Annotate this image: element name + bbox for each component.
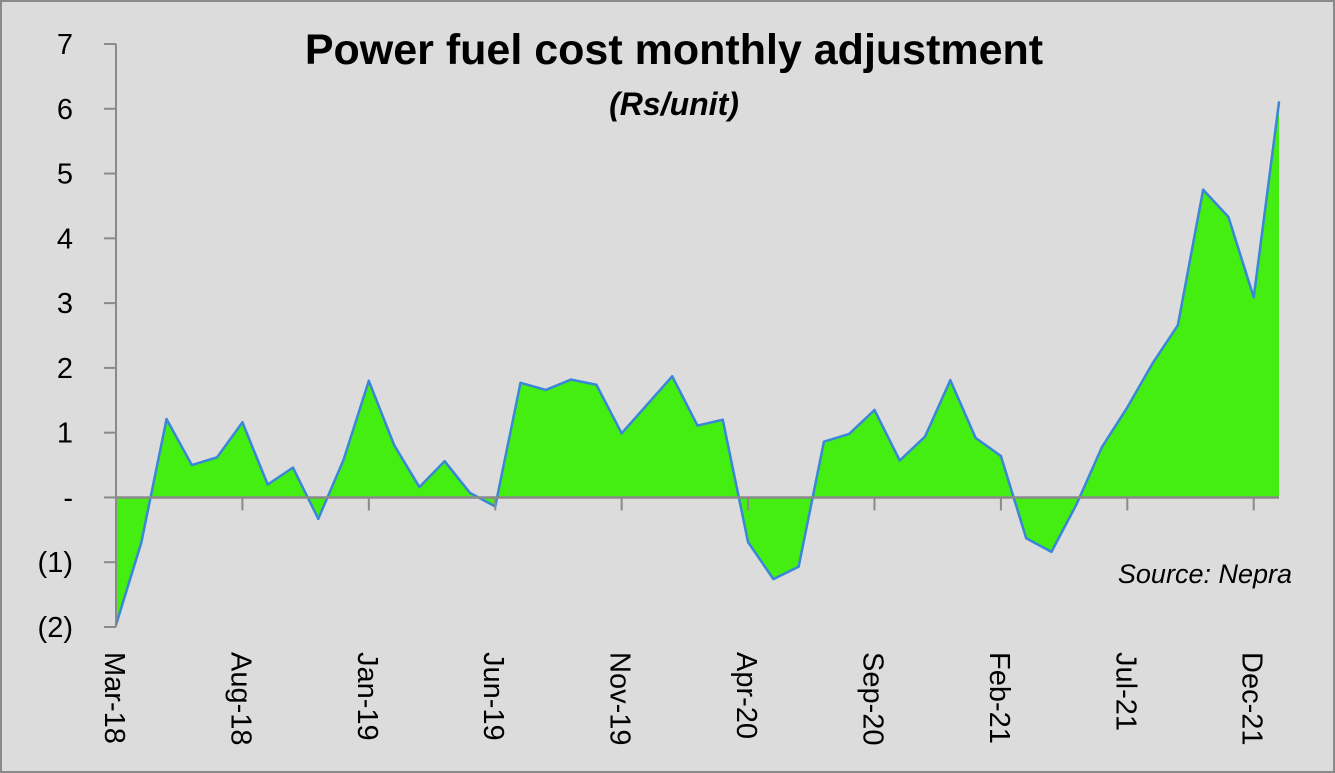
data-point: [165, 417, 168, 421]
data-point: [822, 440, 826, 443]
data-point: [1227, 215, 1230, 219]
data-point: [190, 463, 194, 467]
data-point: [797, 565, 800, 568]
x-tick-label: Apr-20: [730, 652, 762, 739]
x-tick-label: Sep-20: [856, 652, 888, 746]
y-tick-label: 6: [57, 94, 73, 126]
data-point: [645, 403, 649, 407]
data-point: [140, 541, 143, 544]
data-point: [923, 435, 927, 438]
chart-title: Power fuel cost monthly adjustment: [305, 26, 1043, 74]
data-point: [342, 458, 345, 462]
chart-subtitle: (Rs/unit): [609, 86, 739, 122]
data-point: [1075, 502, 1078, 506]
data-point: [1100, 445, 1104, 449]
data-point: [620, 432, 623, 435]
data-point: [1176, 323, 1180, 327]
y-axis-ticks: 7 6 5 4 3 2 1 - (1) (2): [38, 29, 116, 644]
data-point: [1126, 406, 1129, 409]
data-point: [569, 378, 573, 381]
data-point: [1151, 362, 1154, 365]
x-axis-ticks: Mar-18 Aug-18 Jan-19 Jun-19 Nov-19 Apr-20 Sep-…: [98, 497, 1268, 746]
data-point: [671, 375, 674, 378]
source-note: Source: Nepra: [1118, 559, 1292, 589]
data-point: [847, 432, 851, 436]
area-layer: [114, 101, 1281, 627]
data-point: [266, 483, 269, 486]
data-point: [443, 459, 446, 463]
x-tick-label: Jul-21: [1109, 652, 1141, 731]
x-tick-label: Aug-18: [224, 652, 256, 746]
data-point: [949, 378, 952, 382]
data-point: [291, 466, 295, 469]
data-point: [1277, 101, 1281, 104]
data-point: [746, 540, 750, 544]
y-tick-label: 2: [57, 353, 73, 385]
data-point: [418, 485, 421, 489]
data-point: [544, 388, 548, 392]
data-point: [468, 491, 472, 495]
data-point: [999, 454, 1003, 458]
y-tick-label: 4: [57, 223, 73, 255]
y-tick-label: 7: [57, 29, 73, 61]
data-point: [1201, 188, 1205, 191]
x-tick-label: Jun-19: [477, 652, 509, 741]
x-tick-label: Dec-21: [1236, 652, 1268, 746]
data-point: [974, 436, 977, 440]
data-point: [1024, 537, 1028, 540]
data-point: [696, 424, 699, 427]
data-point: [367, 379, 371, 383]
data-point: [1050, 550, 1053, 554]
data-point: [772, 577, 775, 581]
y-tick-label: (1): [38, 547, 73, 579]
y-tick-label: 3: [57, 288, 73, 320]
data-point: [595, 383, 598, 386]
series-line: [114, 102, 1281, 626]
x-tick-label: Nov-19: [604, 652, 636, 746]
x-tick-label: Feb-21: [983, 652, 1015, 744]
data-point: [721, 418, 724, 421]
area-fill: [116, 102, 1279, 626]
axis-layer: [115, 44, 1279, 627]
x-tick-label: Jan-19: [351, 652, 383, 741]
y-tick-label: 1: [57, 418, 73, 450]
data-point: [873, 408, 876, 412]
data-point: [317, 517, 320, 521]
y-tick-label: 5: [57, 159, 73, 191]
data-point: [1252, 296, 1255, 299]
x-tick-label: Mar-18: [98, 652, 130, 744]
data-point: [215, 456, 219, 459]
y-tick-label: -: [63, 482, 73, 514]
data-point: [392, 443, 396, 447]
data-point: [519, 381, 522, 384]
data-point: [898, 459, 901, 462]
data-point: [241, 421, 244, 424]
y-tick-label: (2): [38, 612, 73, 644]
